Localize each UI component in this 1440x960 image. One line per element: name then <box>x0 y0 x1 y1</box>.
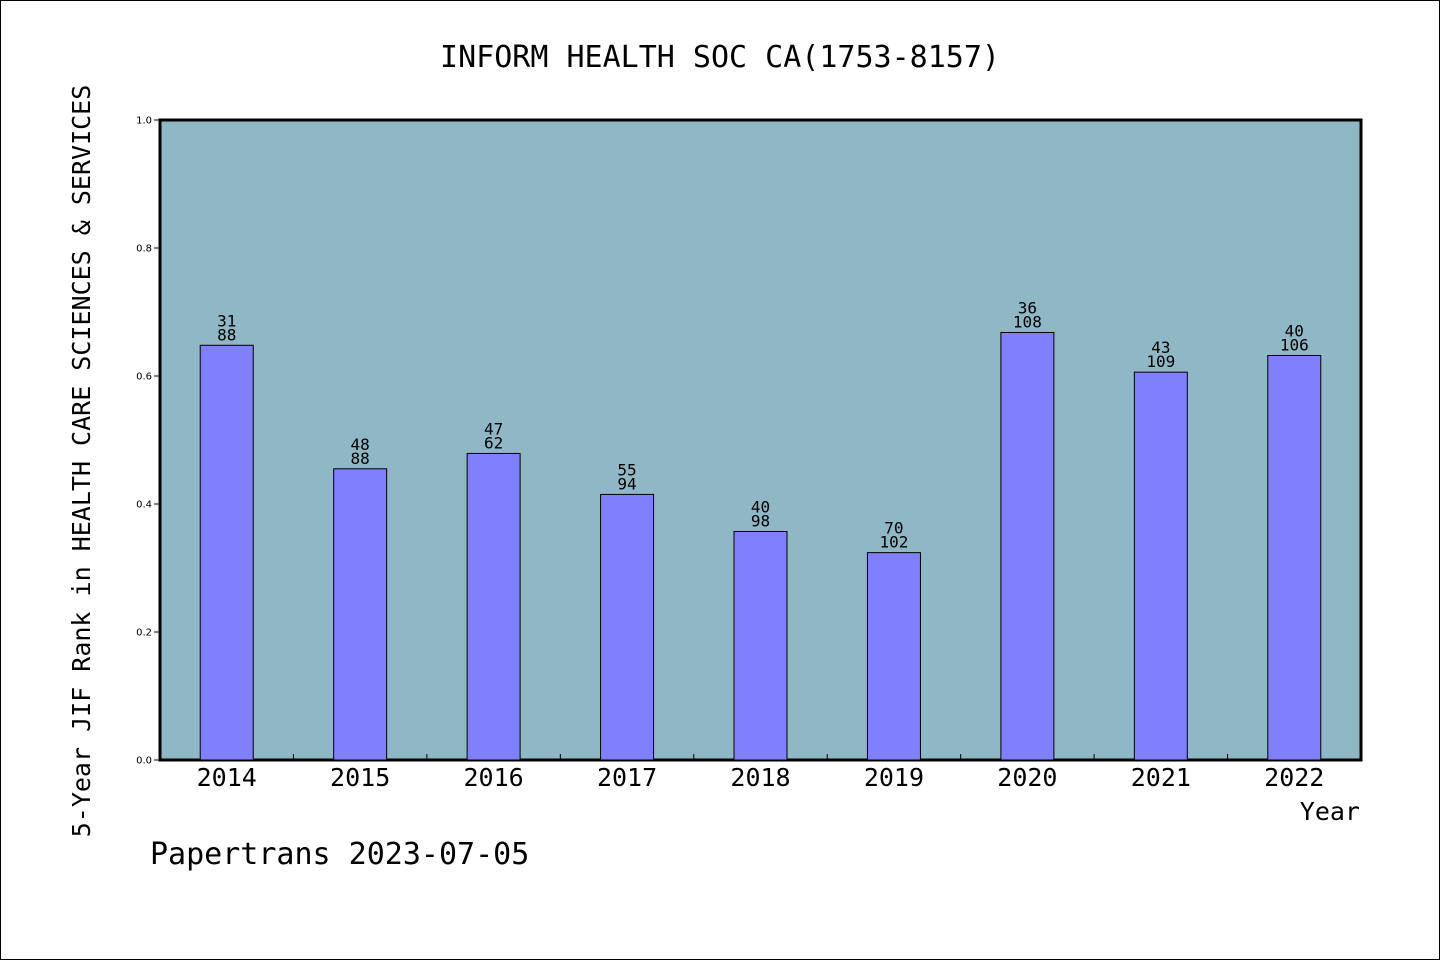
data-label-rank-2022: 40 <box>1285 322 1304 341</box>
data-label-total-2019: 102 <box>879 533 908 552</box>
data-label-rank-2018: 40 <box>751 498 770 517</box>
data-label-rank-2016: 47 <box>484 419 503 438</box>
x-tick-label-2016: 2016 <box>464 763 524 792</box>
footer-text: Papertrans 2023-07-05 <box>150 837 529 872</box>
y-tick-label: 0.6 <box>136 372 152 383</box>
bar-2017 <box>600 493 655 761</box>
data-label-rank-2020: 36 <box>1018 298 1037 317</box>
data-label-rank-2021: 43 <box>1151 338 1170 357</box>
bar-2020 <box>1000 331 1055 761</box>
bar-2019 <box>866 552 921 761</box>
bar-2014 <box>199 344 254 761</box>
data-label-rank-2015: 48 <box>351 435 370 454</box>
data-label-total-2017: 94 <box>617 474 636 493</box>
data-label-total-2021: 109 <box>1146 352 1175 371</box>
bar-2016 <box>466 452 521 761</box>
y-tick-label: 0.4 <box>136 500 152 511</box>
bar-2022 <box>1267 355 1322 761</box>
x-tick-label-2018: 2018 <box>730 763 790 792</box>
y-tick-label: 0.8 <box>136 244 152 255</box>
data-label-rank-2014: 31 <box>217 311 236 330</box>
data-label-rank-2017: 55 <box>617 460 636 479</box>
data-label-rank-2019: 70 <box>884 519 903 538</box>
data-label-total-2014: 88 <box>217 325 236 344</box>
bar-2018 <box>733 531 788 761</box>
y-tick-label: 0.0 <box>136 756 152 767</box>
bar-2015 <box>333 468 388 761</box>
bar-2021 <box>1133 371 1188 761</box>
x-axis-label: Year <box>1300 797 1360 826</box>
data-label-total-2018: 98 <box>751 512 770 531</box>
ticks-group: 2014 2015 2016 2017 2018 2019 2020 2021 2022 0.0 0… <box>136 116 1324 793</box>
x-tick-label-2020: 2020 <box>997 763 1057 792</box>
data-label-total-2015: 88 <box>351 449 370 468</box>
x-tick-label-2019: 2019 <box>864 763 924 792</box>
y-axis-label: 5-Year JIF Rank in HEALTH CARE SCIENCES … <box>67 85 96 838</box>
y-tick-label: 0.2 <box>136 628 152 639</box>
x-tick-label-2021: 2021 <box>1131 763 1191 792</box>
data-label-total-2022: 106 <box>1280 336 1309 355</box>
y-tick-label: 1.0 <box>136 116 152 127</box>
chart-title: INFORM HEALTH SOC CA(1753-8157) <box>440 40 1000 75</box>
x-tick-label-2022: 2022 <box>1264 763 1324 792</box>
x-tick-label-2017: 2017 <box>597 763 657 792</box>
data-label-total-2020: 108 <box>1013 312 1042 331</box>
x-tick-label-2014: 2014 <box>197 763 257 792</box>
data-label-total-2016: 62 <box>484 433 503 452</box>
x-tick-label-2015: 2015 <box>330 763 390 792</box>
